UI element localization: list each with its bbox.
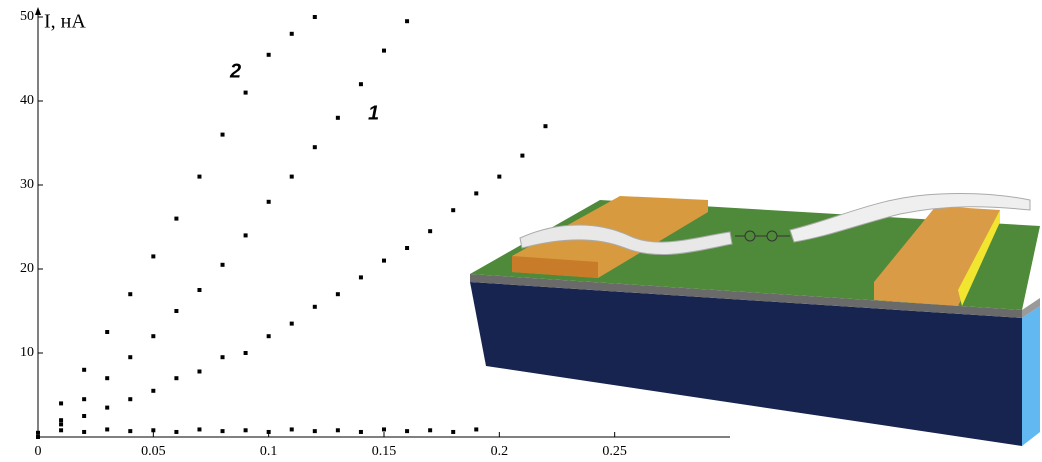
point: [312, 15, 317, 19]
substrate-side: [1022, 306, 1040, 446]
point: [358, 82, 363, 87]
point: [59, 428, 64, 433]
point: [405, 429, 410, 434]
y-tick-label: 10: [20, 345, 34, 360]
x-tick-label: 0.25: [602, 444, 627, 459]
nanotube-left: [519, 224, 733, 255]
point: [151, 428, 156, 433]
y-axis-arrow: [35, 7, 41, 15]
point: [335, 115, 340, 120]
point: [82, 414, 87, 418]
point: [266, 52, 271, 57]
point: [220, 262, 225, 267]
point: [174, 376, 179, 381]
point: [289, 321, 294, 326]
point: [382, 48, 386, 53]
x-tick-label: 0.1: [260, 444, 278, 459]
device-illustration: [470, 192, 1040, 446]
point: [105, 427, 110, 432]
point: [451, 429, 456, 434]
oxide-side: [1022, 298, 1040, 318]
point: [543, 124, 548, 129]
point: [358, 429, 363, 434]
point: [405, 246, 410, 250]
point: [220, 429, 225, 434]
x-tick-label: 0.05: [141, 444, 166, 459]
point: [197, 288, 202, 292]
y-tick-label: 40: [20, 93, 34, 108]
point: [358, 275, 363, 280]
electrode-left-front: [512, 256, 598, 278]
curve-label: 2: [229, 60, 241, 82]
point: [520, 153, 525, 158]
point: [474, 191, 479, 196]
point: [174, 429, 179, 434]
point: [243, 233, 248, 238]
point: [105, 405, 110, 410]
point: [59, 418, 64, 423]
point: [266, 429, 271, 434]
curve-label: 1: [368, 102, 379, 124]
electrode-right-side: [958, 210, 1000, 306]
point: [128, 429, 133, 434]
point: [151, 388, 156, 393]
plot: 0 0.05 0.1 0.15 0.2 0.25 10 20 30 40 50 I, нА 2 1: [20, 7, 730, 459]
point: [312, 304, 317, 309]
substrate-front: [470, 282, 1022, 446]
point: [174, 216, 179, 221]
point: [382, 427, 386, 432]
nanotube-right: [789, 192, 1031, 243]
y-tick-label: 30: [20, 177, 34, 192]
point: [151, 334, 156, 339]
point: [197, 174, 202, 179]
molecule: [735, 230, 790, 242]
y-axis-label: I, нА: [44, 11, 86, 33]
point: [335, 428, 340, 433]
point: [82, 429, 87, 434]
point: [312, 145, 317, 150]
point: [59, 422, 64, 427]
point: [220, 132, 225, 137]
point: [405, 19, 410, 24]
point: [289, 31, 294, 36]
point: [289, 427, 294, 432]
point: [36, 435, 40, 439]
point: [243, 428, 248, 433]
point: [266, 199, 271, 204]
point: [59, 401, 64, 406]
point: [266, 334, 271, 339]
point: [151, 254, 156, 259]
point: [82, 367, 87, 372]
point: [197, 427, 202, 432]
y-tick-label: 50: [20, 9, 34, 24]
y-tick-label: 20: [20, 261, 34, 276]
point: [128, 292, 133, 297]
x-tick-label: 0.2: [491, 444, 509, 459]
point: [220, 355, 225, 360]
point: [382, 258, 386, 263]
point: [451, 208, 456, 213]
point: [289, 174, 294, 179]
point: [82, 397, 87, 402]
oxide-layer: [470, 274, 1022, 318]
x-tick-label: 0: [35, 444, 42, 459]
x-tick-label: 0.15: [372, 444, 397, 459]
point: [197, 369, 202, 374]
point: [36, 430, 40, 435]
point: [174, 309, 179, 313]
point: [428, 428, 433, 433]
point: [128, 397, 133, 402]
point: [497, 174, 502, 179]
point: [243, 90, 248, 95]
point: [105, 330, 110, 334]
point: [105, 376, 110, 381]
point: [428, 229, 433, 234]
point: [243, 351, 248, 355]
point: [474, 427, 479, 432]
point: [312, 429, 317, 434]
point: [335, 292, 340, 297]
point: [128, 355, 133, 360]
